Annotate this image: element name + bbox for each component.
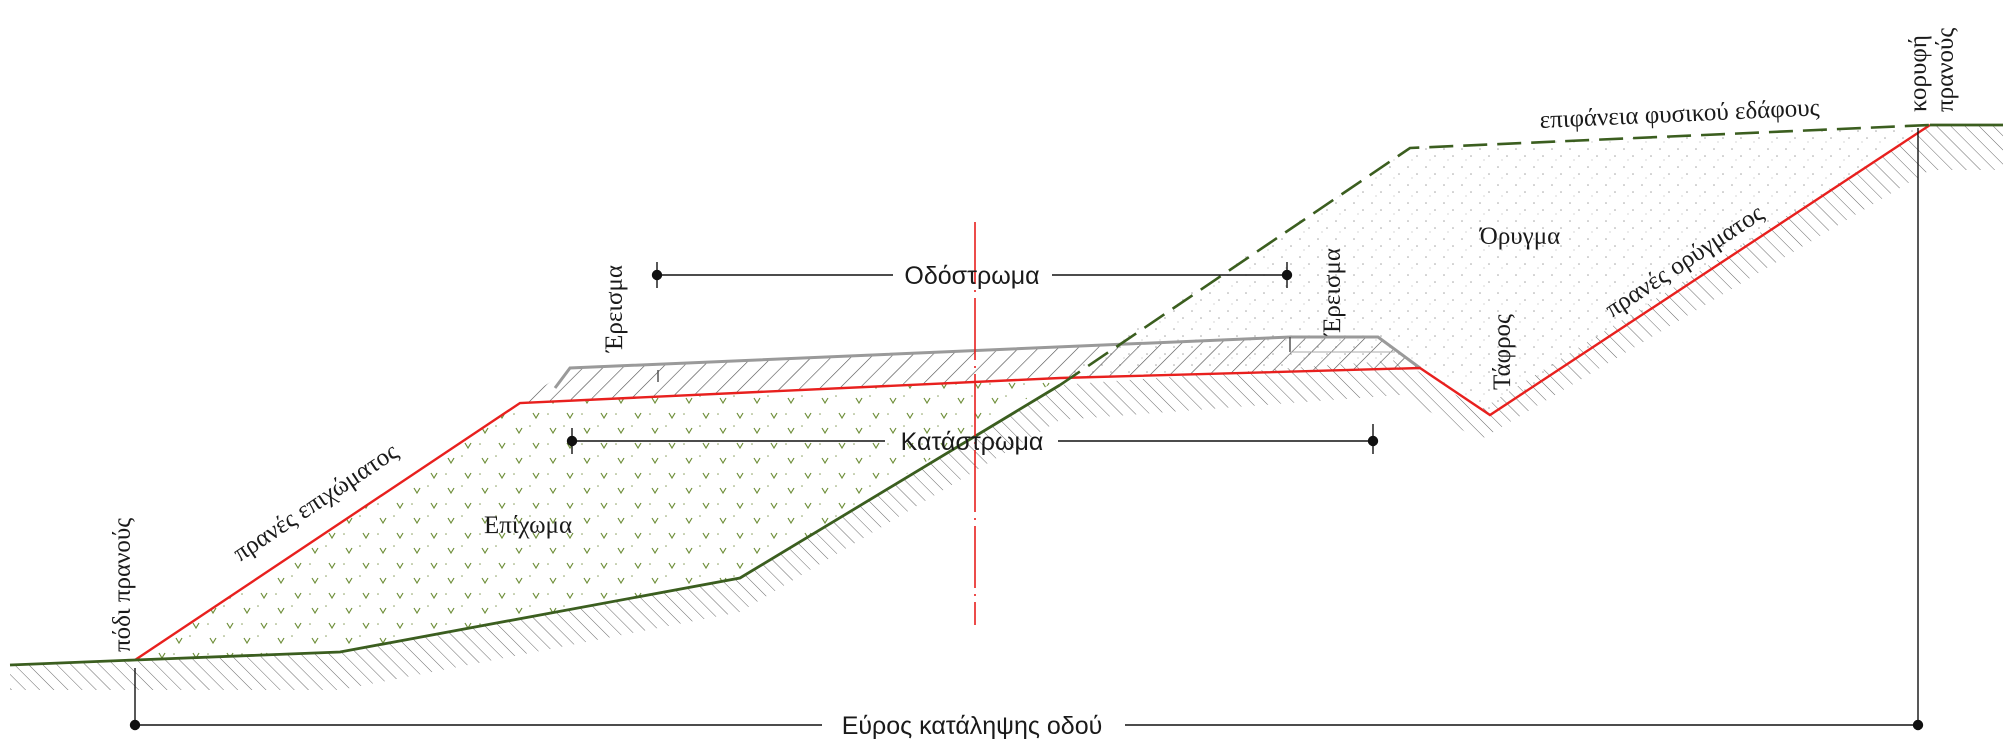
embankment-fill-area — [135, 378, 1060, 660]
shoulder-right-label: Έρεισμα — [1319, 248, 1346, 336]
natural-ground-label: επιφάνεια φυσικού εδάφους — [1539, 94, 1820, 134]
roadway-label: Οδόστρωμα — [904, 262, 1039, 290]
right-of-way-dimension — [129, 128, 1924, 731]
pavement-layer — [520, 337, 1420, 403]
formation-dimension — [566, 424, 1379, 454]
original-ground-dashed-line — [1059, 123, 1931, 387]
slope-toe-label: πόδι πρανούς — [109, 518, 136, 652]
ditch-label: Τάφρος — [1489, 314, 1516, 390]
roadway-dimension — [651, 262, 1293, 288]
formation-label: Κατάστρωμα — [901, 428, 1044, 456]
natural-ground-line — [9, 383, 1061, 667]
right-of-way-label: Εύρος κατάληψης οδού — [842, 712, 1103, 740]
shoulder-left-label: Έρεισμα — [601, 265, 628, 353]
embankment-label: Επίχωμα — [484, 512, 572, 539]
cut-label: Όρυγμα — [1479, 223, 1560, 250]
formation-line — [134, 123, 1931, 661]
slope-crest-label-line1: κορυφή — [1905, 35, 1932, 112]
shoulder-left-edge — [657, 337, 1291, 382]
slope-crest-label-line2: πρανούς — [1932, 28, 1959, 112]
